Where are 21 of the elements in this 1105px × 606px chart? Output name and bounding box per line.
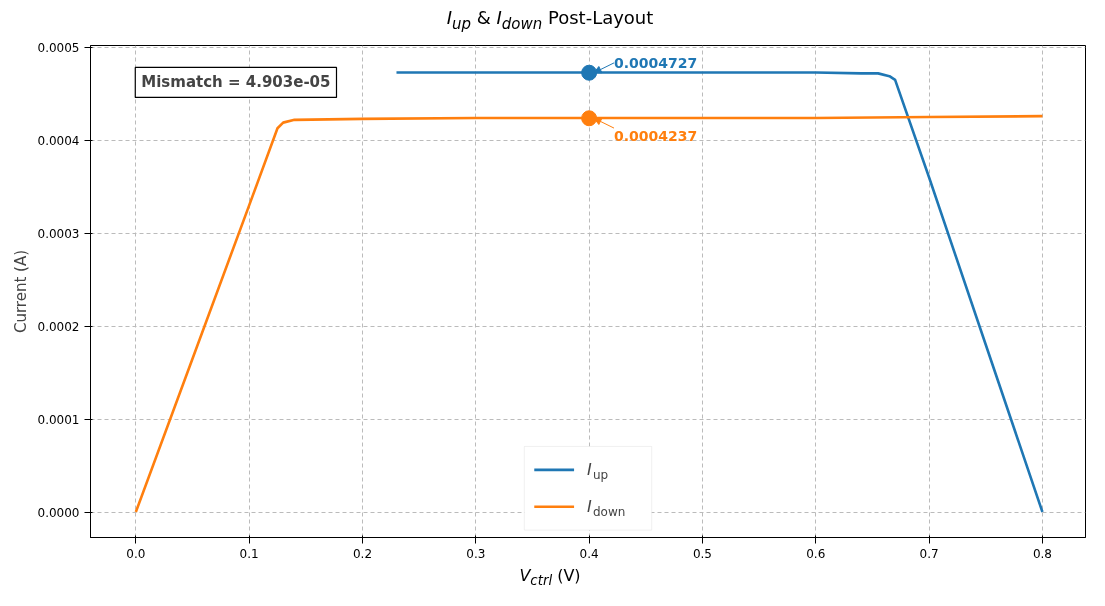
x-tick-label: 0.1	[239, 546, 259, 561]
x-axis-title: V$_{ctrl}$ (V)	[518, 565, 582, 591]
y-tick-label: 0.0003	[37, 226, 80, 241]
x-tick-label: 0.6	[806, 546, 826, 561]
chart-title: I$_{up}$ & I$_{down}$ Post-Layout	[445, 6, 655, 35]
x-tick-label: 0.5	[692, 546, 713, 561]
y-tick-label: 0.0005	[37, 40, 80, 55]
annotation: Mismatch = 4.903e-05	[141, 73, 331, 92]
x-tick-label: 0.7	[919, 546, 939, 561]
x-tick-label: 0.3	[466, 546, 486, 561]
y-tick-label: 0.0001	[37, 412, 80, 427]
y-tick-label: 0.0004	[37, 133, 80, 148]
annotation: 0.0004727	[614, 54, 698, 71]
x-tick-label: 0.0	[126, 546, 146, 561]
x-tick-label: 0.2	[352, 546, 373, 561]
x-tick-label: 0.8	[1032, 546, 1052, 561]
y-tick-label: 0.0002	[37, 319, 80, 334]
y-axis-title: Current (A)	[11, 249, 30, 334]
x-tick-label: 0.4	[579, 546, 599, 561]
annotation: 0.0004237	[614, 127, 698, 144]
y-tick-label: 0.0000	[37, 505, 80, 520]
